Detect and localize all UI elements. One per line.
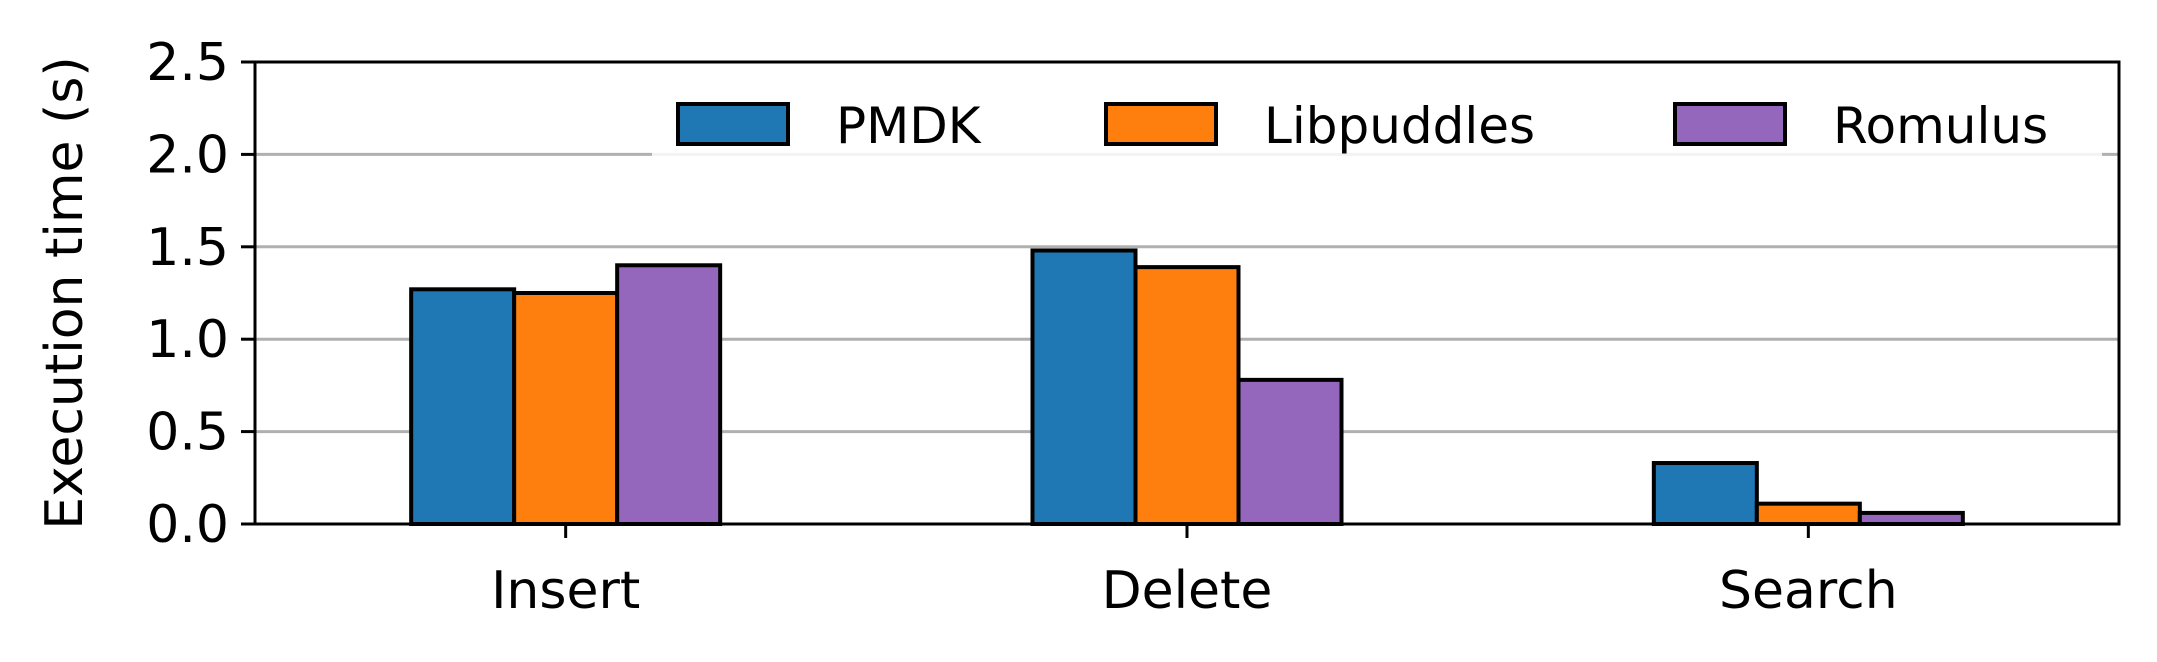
legend-background: [652, 86, 2102, 166]
legend-label-libpuddles: Libpuddles: [1264, 97, 1535, 155]
x-tick-label: Insert: [491, 561, 640, 621]
legend-label-romulus: Romulus: [1833, 97, 2048, 155]
bar-romulus-delete: [1236, 377, 1344, 526]
x-tick-label: Delete: [1102, 561, 1273, 621]
legend-swatch-romulus: [1673, 102, 1787, 146]
legend-swatch-libpuddles: [1104, 102, 1218, 146]
bar-libpuddles-search: [1754, 501, 1862, 526]
legend: PMDK Libpuddles Romulus: [652, 86, 2102, 166]
y-axis-title: Execution time (s): [35, 56, 95, 529]
y-tick-label: 2.0: [146, 125, 229, 185]
bar-romulus-search: [1857, 510, 1965, 526]
y-tick-label: 2.5: [146, 33, 229, 93]
y-tick-label: 1.0: [146, 310, 229, 370]
x-axis: Insert Delete Search: [491, 524, 1898, 621]
legend-swatch-pmdk: [676, 102, 790, 146]
bars: [409, 248, 1965, 526]
bar-pmdk-search: [1651, 461, 1759, 526]
y-tick-label: 0.0: [146, 495, 229, 555]
x-tick-label: Search: [1719, 561, 1898, 621]
y-axis: 0.0 0.5 1.0 1.5 2.0 2.5: [146, 33, 255, 555]
y-tick-label: 0.5: [146, 403, 229, 463]
bar-libpuddles-delete: [1133, 265, 1241, 526]
bar-romulus-insert: [615, 263, 723, 526]
bar-pmdk-delete: [1030, 248, 1138, 526]
legend-label-pmdk: PMDK: [836, 97, 982, 155]
bar-libpuddles-insert: [512, 291, 620, 526]
y-tick-label: 1.5: [146, 218, 229, 278]
bar-pmdk-insert: [409, 287, 517, 526]
